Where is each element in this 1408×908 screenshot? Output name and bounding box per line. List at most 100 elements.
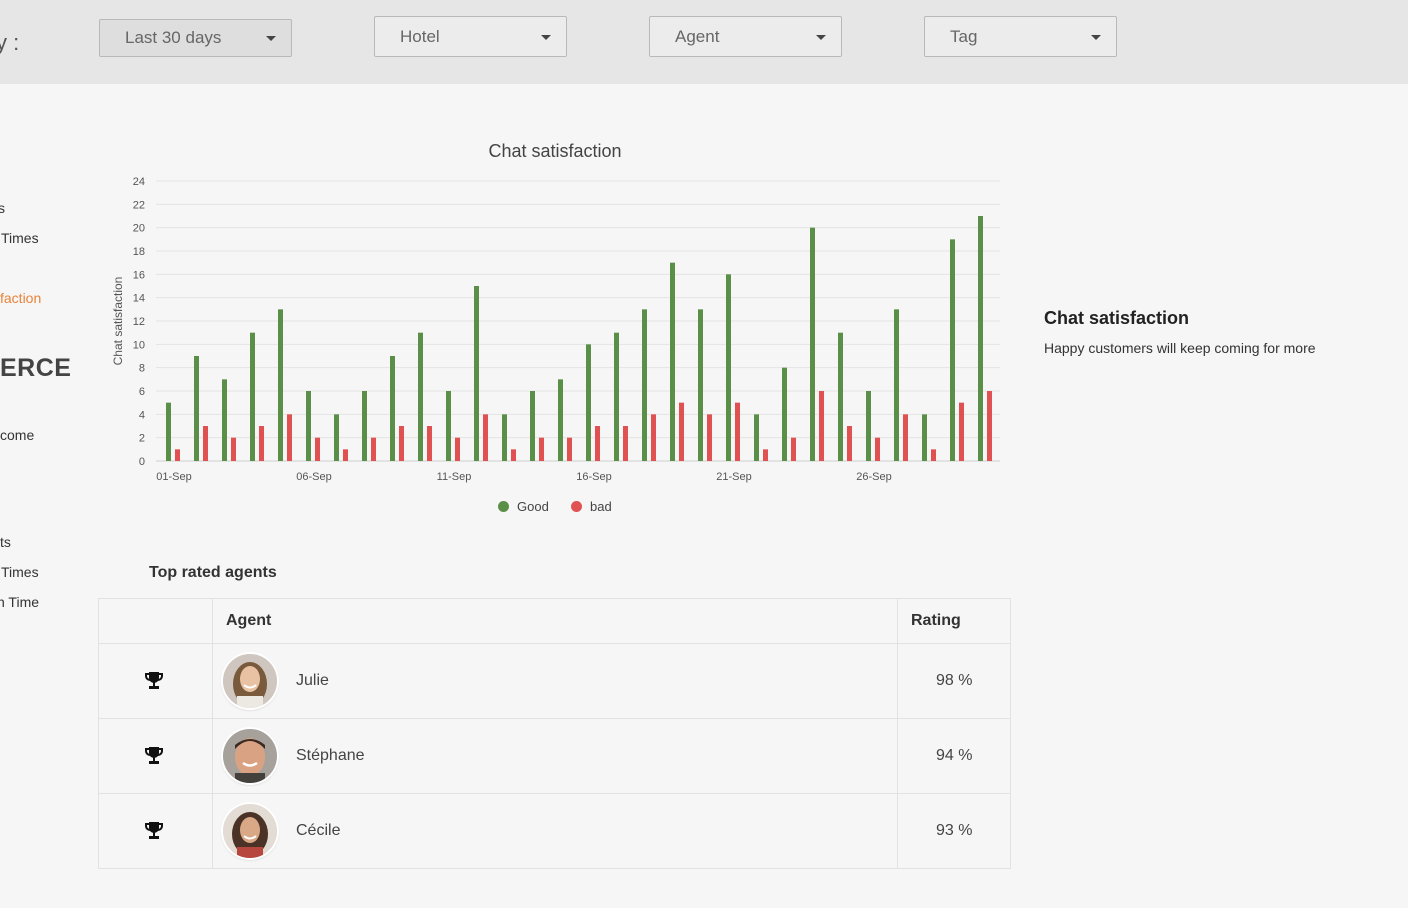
y-tick-label: 24	[133, 176, 145, 188]
bar-bad	[399, 426, 404, 461]
bar-good	[810, 227, 815, 461]
y-tick-label: 8	[139, 363, 145, 375]
info-subtitle: Happy customers will keep coming for mor…	[1044, 340, 1316, 356]
trophy-icon	[145, 672, 163, 689]
avatar	[223, 729, 277, 783]
table-row[interactable]: Cécile 93 %	[99, 794, 1010, 868]
rating-column-header[interactable]: Rating	[911, 612, 961, 629]
info-title: Chat satisfaction	[1044, 308, 1190, 328]
y-tick-label: 22	[133, 199, 145, 211]
agent-column-header[interactable]: Agent	[226, 612, 272, 629]
bar-bad	[287, 414, 292, 461]
bar-good	[950, 239, 955, 461]
sidebar-item[interactable]: Times	[1, 230, 39, 246]
bar-good	[586, 344, 591, 461]
agent-rating: 93 %	[936, 822, 973, 839]
bar-bad	[875, 437, 880, 461]
period-dropdown-label: Last 30 days	[125, 28, 222, 47]
sidebar-section-heading: ERCE	[0, 354, 72, 382]
bar-bad	[371, 437, 376, 461]
sidebar-item[interactable]: n Time	[0, 594, 40, 610]
bar-good	[530, 391, 535, 461]
bar-good	[978, 216, 983, 461]
hotel-dropdown[interactable]: Hotel	[374, 16, 567, 57]
bar-bad	[343, 449, 348, 461]
legend-bad-label: bad	[590, 499, 612, 514]
bar-good	[278, 309, 283, 461]
x-tick-label: 06-Sep	[296, 471, 331, 483]
top-agents-title: Top rated agents	[149, 564, 277, 581]
bar-good	[642, 309, 647, 461]
bar-bad	[959, 402, 964, 461]
y-axis-label: Chat satisfaction	[111, 277, 125, 366]
agent-name: Julie	[296, 672, 329, 689]
x-tick-label: 21-Sep	[716, 471, 751, 483]
bar-bad	[455, 437, 460, 461]
agent-name: Stéphane	[296, 747, 365, 764]
bar-bad	[679, 402, 684, 461]
chart-title: Chat satisfaction	[488, 141, 622, 161]
sidebar-item[interactable]: come	[0, 427, 35, 443]
sidebar-item[interactable]: Times	[1, 564, 39, 580]
y-tick-label: 20	[133, 223, 145, 235]
bar-good	[334, 414, 339, 461]
chevron-down-icon	[816, 35, 826, 40]
bar-good	[166, 402, 171, 461]
top-agents-table: Agent Rating Julie 98 %	[98, 598, 1011, 869]
y-tick-label: 14	[133, 293, 145, 305]
sidebar-item[interactable]: ts	[0, 534, 11, 550]
bar-bad	[567, 437, 572, 461]
table-divider	[212, 599, 213, 868]
x-tick-label: 01-Sep	[156, 471, 191, 483]
bar-good	[194, 356, 199, 461]
y-tick-label: 2	[139, 433, 145, 445]
trophy-icon	[145, 747, 163, 764]
bar-good	[474, 286, 479, 461]
bar-bad	[651, 414, 656, 461]
bar-bad	[987, 391, 992, 461]
y-tick-label: 0	[139, 456, 145, 468]
bar-bad	[511, 449, 516, 461]
legend-bad-dot	[571, 501, 582, 512]
bar-bad	[315, 437, 320, 461]
bar-good	[446, 391, 451, 461]
table-divider	[897, 599, 898, 868]
bar-bad	[259, 426, 264, 461]
bar-bad	[595, 426, 600, 461]
bar-good	[894, 309, 899, 461]
bar-bad	[175, 449, 180, 461]
legend-good-dot	[498, 501, 509, 512]
bar-good	[390, 356, 395, 461]
bar-good	[670, 262, 675, 461]
period-dropdown[interactable]: Last 30 days	[99, 19, 292, 57]
agent-dropdown[interactable]: Agent	[649, 16, 842, 57]
table-row[interactable]: Julie 98 %	[99, 644, 1010, 719]
bar-good	[698, 309, 703, 461]
y-tick-label: 6	[139, 386, 145, 398]
bar-bad	[427, 426, 432, 461]
filter-bar: y : Last 30 days Hotel Agent Tag	[0, 0, 1408, 84]
bar-bad	[623, 426, 628, 461]
bar-good	[838, 332, 843, 461]
bar-bad	[483, 414, 488, 461]
sidebar-item[interactable]: s	[0, 200, 5, 216]
bar-good	[250, 332, 255, 461]
bar-good	[558, 379, 563, 461]
sidebar-item-active[interactable]: faction	[0, 290, 42, 306]
legend-item-bad[interactable]: bad	[571, 499, 612, 514]
bar-bad	[539, 437, 544, 461]
y-tick-label: 16	[133, 269, 145, 281]
avatar	[223, 804, 277, 858]
y-tick-label: 10	[133, 339, 145, 351]
legend-item-good[interactable]: Good	[498, 499, 549, 514]
bar-good	[362, 391, 367, 461]
tag-dropdown[interactable]: Tag	[924, 16, 1117, 57]
agent-name: Cécile	[296, 822, 341, 839]
chevron-down-icon	[1091, 35, 1101, 40]
bar-good	[754, 414, 759, 461]
table-row[interactable]: Stéphane 94 %	[99, 719, 1010, 794]
y-tick-label: 18	[133, 246, 145, 258]
y-tick-label: 4	[139, 409, 145, 421]
bar-bad	[231, 437, 236, 461]
